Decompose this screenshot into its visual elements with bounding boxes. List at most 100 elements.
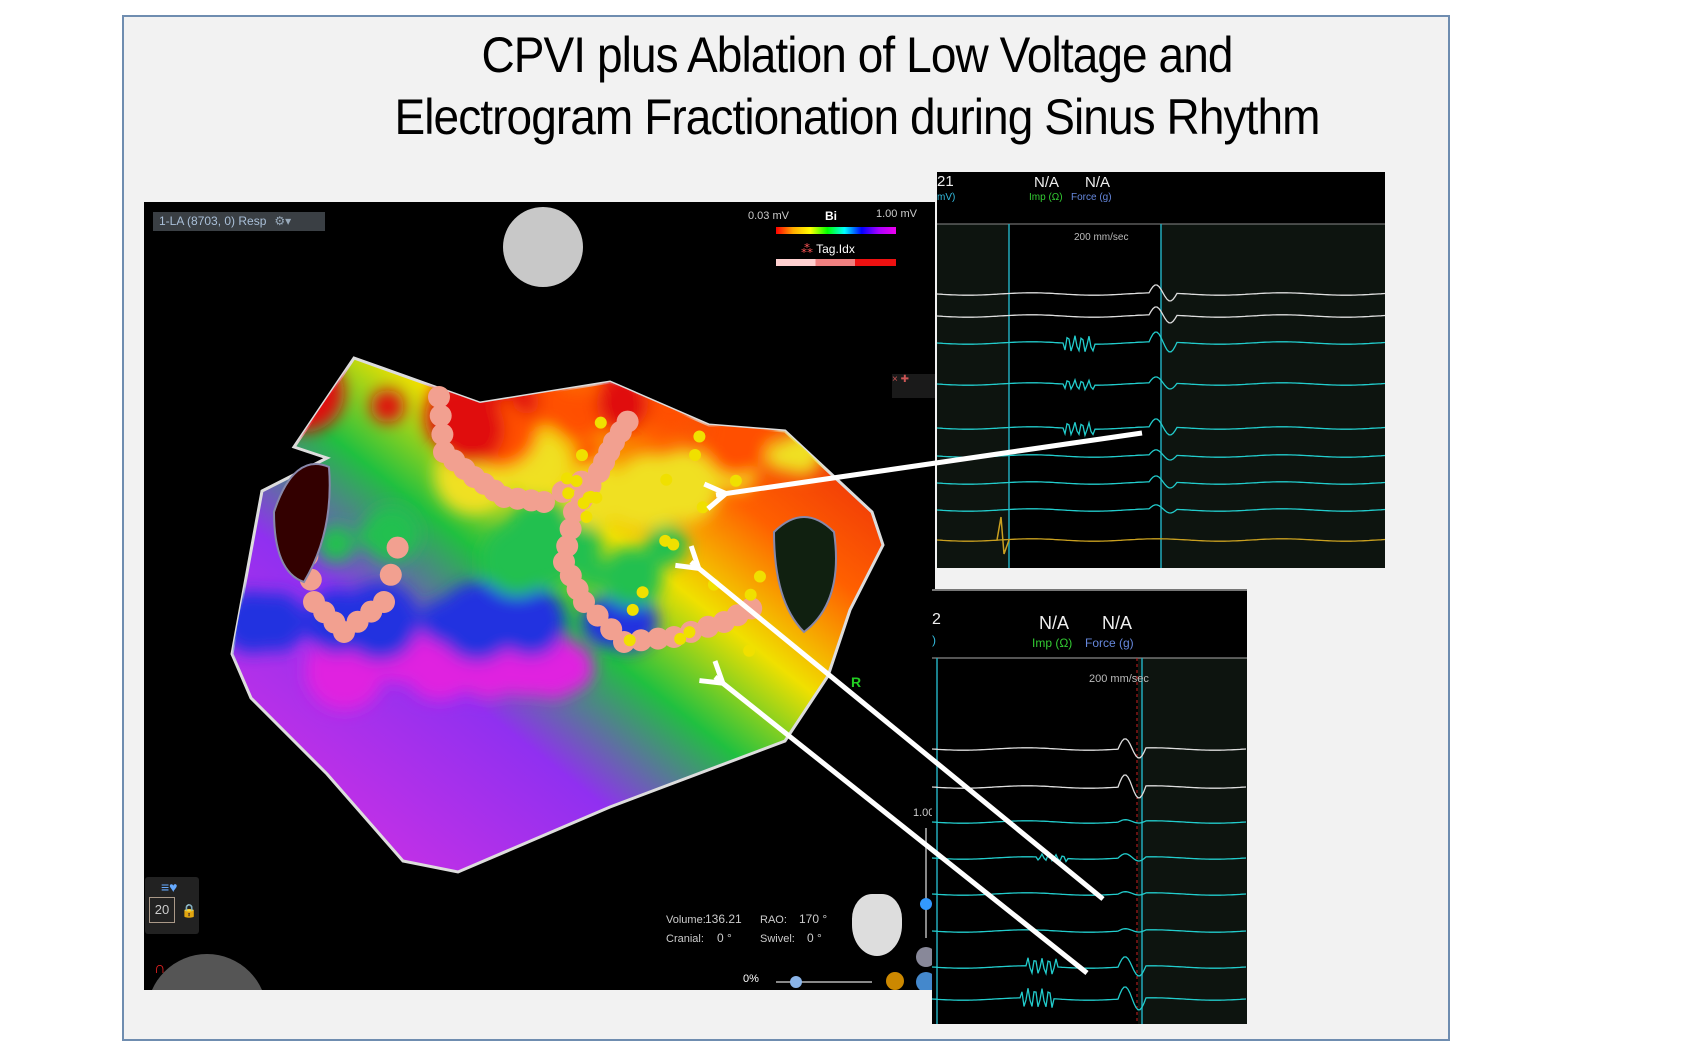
egm-trace: [937, 306, 1385, 324]
force-value: N/A: [1102, 613, 1133, 633]
heart-orientation-icon[interactable]: [852, 894, 902, 956]
mapping-point[interactable]: [623, 634, 636, 647]
voltage-patch: [601, 546, 663, 608]
voltage-patch: [503, 361, 567, 424]
impedance-label: Imp (Ω): [1032, 636, 1073, 650]
voltage-patch: [371, 389, 405, 423]
egm-trace: [937, 538, 1385, 542]
ablation-tag[interactable]: [386, 536, 409, 559]
transparency-value: 0%: [743, 973, 759, 985]
orientation-circle: [503, 207, 583, 287]
cranial-label: Cranial:: [666, 933, 704, 945]
electroanatomic-map-view[interactable]: 1-LA (8703, 0) Resp ⚙▾ 0.03 mV Bi 1.00 mV…: [144, 202, 935, 990]
ablation-tag[interactable]: [573, 591, 595, 613]
mapping-point[interactable]: [743, 644, 756, 657]
slide-title-line-1: CPVI plus Ablation of Low Voltage and: [481, 27, 1233, 83]
catheter-widget[interactable]: ≡♥ 20 🔒: [145, 877, 199, 934]
mapping-point[interactable]: [626, 603, 639, 616]
egm-trace: [937, 284, 1385, 302]
ablation-tag[interactable]: [586, 604, 609, 627]
map-label: 1-LA (8703, 0) Resp: [159, 214, 267, 228]
map-options-icon[interactable]: ⚙▾: [274, 214, 292, 228]
map-selector[interactable]: 1-LA (8703, 0) Resp ⚙▾: [153, 212, 325, 231]
mapping-point[interactable]: [580, 510, 593, 523]
sweep-speed: 200 mm/sec: [1089, 673, 1149, 685]
mapping-point[interactable]: [575, 449, 588, 462]
ablation-tag[interactable]: [373, 591, 395, 613]
ablation-tag[interactable]: [647, 627, 669, 650]
magnet-icon[interactable]: ∩: [154, 960, 166, 977]
mapping-point[interactable]: [753, 570, 766, 583]
catheter-icon: ≡♥: [161, 879, 178, 895]
mapping-point[interactable]: [674, 632, 687, 645]
cranial-value: 0 °: [717, 931, 732, 945]
voltage-patch: [604, 464, 669, 528]
voltage-patch: [486, 358, 525, 397]
legend-min: 0.03 mV: [748, 210, 789, 222]
voltage-patch: [705, 413, 768, 477]
ablation-tag[interactable]: [559, 518, 582, 540]
swivel-label: Swivel:: [760, 933, 795, 945]
volume-label: Volume:: [666, 914, 706, 926]
egm-trace: [937, 418, 1385, 438]
mapping-point[interactable]: [636, 586, 649, 599]
pulmonary-vein-left: [272, 463, 331, 584]
atrium-map[interactable]: [144, 202, 935, 990]
voltage-patch: [283, 389, 304, 410]
voltage-patch: [232, 591, 284, 653]
ablation-tag[interactable]: [630, 629, 652, 652]
window-of-interest: [1009, 224, 1161, 568]
mapping-point[interactable]: [594, 416, 607, 429]
egm-trace: [937, 504, 1385, 514]
widget-count: 20: [149, 897, 175, 923]
mapping-point[interactable]: [696, 501, 709, 514]
voltage-patch: [431, 597, 480, 647]
mapping-point[interactable]: [562, 487, 575, 500]
transparency-slider[interactable]: [776, 976, 872, 988]
mapping-point[interactable]: [560, 472, 573, 485]
ablation-tag[interactable]: [616, 410, 639, 433]
trace-area: [1138, 658, 1247, 1024]
view-widget[interactable]: × ✚: [892, 374, 935, 398]
volume-value: 136.21: [705, 912, 742, 926]
egm-unit-left: mV): [937, 192, 956, 203]
mapping-point[interactable]: [659, 534, 672, 547]
mapping-point[interactable]: [660, 473, 673, 486]
slider-thumb[interactable]: [790, 976, 802, 988]
legend-mode: Bi: [825, 209, 837, 223]
lock-icon[interactable]: 🔒: [181, 903, 198, 918]
mapping-point[interactable]: [570, 475, 583, 488]
rotate-icon[interactable]: [916, 972, 935, 990]
mapping-point[interactable]: [693, 430, 706, 443]
egm-traces: [932, 657, 1247, 1024]
electrogram-panel-top[interactable]: 21 mV) N/A Imp (Ω) N/A Force (g) 200 mm/…: [937, 172, 1385, 568]
mapping-point[interactable]: [689, 448, 702, 461]
display-icon[interactable]: [886, 972, 904, 990]
electrogram-panel-bottom[interactable]: 2 ) N/A Imp (Ω) N/A Force (g) 200 mm/sec: [932, 589, 1247, 1024]
egm-value-left: 21: [937, 173, 954, 190]
voltage-patch: [671, 372, 704, 406]
egm-trace: [937, 331, 1385, 353]
force-label: Force (g): [1071, 192, 1112, 203]
mapping-point[interactable]: [707, 578, 720, 591]
ablation-tag[interactable]: [429, 404, 452, 427]
egm-unit-left: ): [932, 633, 936, 647]
rao-value: 170 °: [799, 912, 828, 926]
zoom-thumb[interactable]: [920, 898, 932, 910]
voltage-patch: [495, 587, 566, 657]
voltage-patch: [504, 362, 534, 392]
legend-max: 1.00 mV: [876, 208, 917, 220]
zoom-slider[interactable]: [920, 828, 932, 938]
side-label: R: [851, 674, 862, 690]
impedance-value: N/A: [1039, 613, 1070, 633]
ablation-tag[interactable]: [431, 423, 454, 446]
ablation-tag[interactable]: [533, 491, 555, 513]
ablation-tag[interactable]: [428, 386, 450, 408]
mapping-point[interactable]: [729, 474, 742, 487]
mapping-point[interactable]: [582, 491, 595, 504]
ablation-tag[interactable]: [379, 563, 402, 586]
egm-trace: [932, 986, 1247, 1011]
mapping-point[interactable]: [744, 588, 757, 601]
voltage-patch: [317, 524, 355, 563]
impedance-value: N/A: [1034, 174, 1060, 191]
